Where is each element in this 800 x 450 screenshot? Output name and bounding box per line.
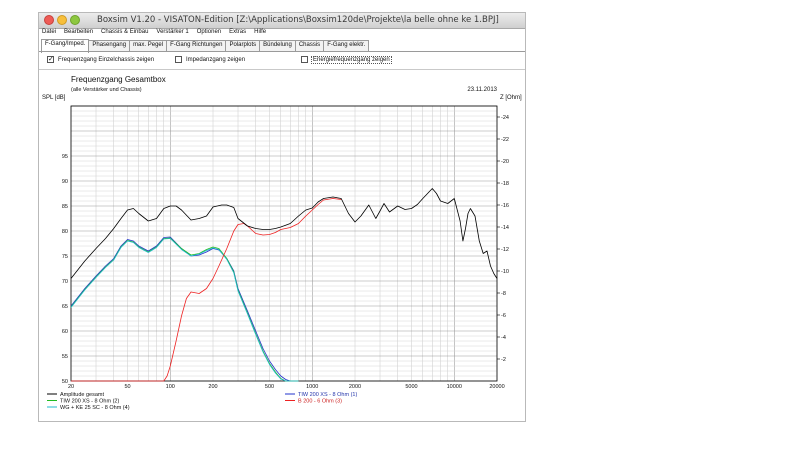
x-tick-label: 20000 [489,384,504,390]
y-tick-label: 50 [62,379,68,385]
y2-tick-label: -22 [501,137,509,143]
options-divider [39,69,525,70]
zoom-window-icon[interactable] [70,15,80,25]
x-tick-label: 200 [208,384,217,390]
chart-date: 23.11.2013 [467,87,497,93]
series-line-4 [71,198,342,382]
y2-tick-label: -10 [501,269,509,275]
y2-axis-label: Z [Ohm] [500,95,522,101]
minimize-window-icon[interactable] [57,15,67,25]
series-line-1 [70,236,299,382]
x-tick-label: 2000 [349,384,361,390]
series-line-3 [70,238,299,382]
y2-tick-label: -20 [501,159,509,165]
y2-tick-label: -12 [501,247,509,253]
tab-chassis[interactable]: Chassis [294,40,325,51]
y-tick-label: 95 [62,154,68,160]
tab-divider [39,51,525,52]
series-line-2 [70,237,299,382]
menu-datei[interactable]: Datei [42,29,57,35]
y-tick-label: 60 [62,329,68,335]
y-tick-label: 80 [62,229,68,235]
title-bar[interactable]: Boxsim V1.20 - VISATON-Edition [Z:\Appli… [39,13,525,29]
menu-chassis-einbau[interactable]: Chassis & Einbau [101,29,149,35]
x-tick-label: 5000 [405,384,417,390]
y-tick-label: 90 [62,179,68,185]
checkbox-einzelchassis-label: Frequenzgang Einzelchassis zeigen [58,56,155,63]
tab-fgang-richtungen[interactable]: F-Gang Richtungen [166,40,227,51]
y-tick-label: 65 [62,304,68,310]
tab-bar: F-Gang/Imped. Phasengang max. Pegel F-Ga… [41,39,370,53]
app-window: Boxsim V1.20 - VISATON-Edition [Z:\Appli… [38,12,526,422]
chart-subtitle: (alle Verstärker und Chassis) [71,87,142,93]
y-tick-label: 75 [62,254,68,260]
x-tick-label: 500 [265,384,274,390]
y-tick-label: 55 [62,354,68,360]
tab-fgang-elektr[interactable]: F-Gang elektr. [323,40,370,51]
chart-grid [70,105,498,382]
menu-bearbeiten[interactable]: Bearbeiten [64,29,94,35]
legend-label: TIW 200 XS - 8 Ohm (1) [298,392,357,398]
checkbox-impedanzgang-label: Impedanzgang zeigen [186,56,246,63]
menu-extras[interactable]: Extras [229,29,247,35]
legend-label: Amplitude gesamt [60,392,104,398]
checkbox-impedanzgang[interactable]: Impedanzgang zeigen [175,56,245,63]
y2-tick-label: -6 [501,313,506,319]
window-title: Boxsim V1.20 - VISATON-Edition [Z:\Appli… [97,15,499,25]
options-row: ✓ Frequenzgang Einzelchassis zeigen Impe… [39,55,525,67]
y2-tick-label: -2 [501,357,506,363]
x-tick-label: 20 [68,384,74,390]
menu-optionen[interactable]: Optionen [196,29,222,35]
legend-label: WG + KE 25 SC - 8 Ohm (4) [60,405,130,411]
frequency-response-chart: Frequenzgang Gesamtbox (alle Verstärker … [42,75,522,411]
menu-hilfe[interactable]: Hilfe [254,29,267,35]
tab-fgang-imped[interactable]: F-Gang/Imped. [41,39,90,53]
series-line-0 [70,188,498,279]
checkbox-checked-icon[interactable]: ✓ [47,56,54,63]
menu-verstaerker[interactable]: Verstärker 1 [156,29,189,35]
x-tick-label: 100 [166,384,175,390]
y2-tick-label: -16 [501,203,509,209]
legend-label: B 200 - 6 Ohm (3) [298,399,342,405]
y2-tick-label: -8 [501,291,506,297]
tab-polarplots[interactable]: Polarplots [225,40,261,51]
axis-ticks: 20 50 100 200 500 1000 2000 5000 10000 2000050556… [62,115,509,390]
checkbox-unchecked-icon[interactable] [175,56,182,63]
y2-tick-label: -14 [501,225,509,231]
tab-phasengang[interactable]: Phasengang [88,40,131,51]
x-tick-label: 10000 [447,384,462,390]
y-tick-label: 70 [62,279,68,285]
chart-title: Frequenzgang Gesamtbox [71,75,166,84]
menu-bar: Datei Bearbeiten Chassis & Einbau Verstä… [39,29,525,39]
tab-buendelung[interactable]: Bündelung [259,40,296,51]
y-axis-label: SPL [dB] [42,95,66,101]
checkbox-unchecked-icon[interactable] [301,56,308,63]
checkbox-energiefrequenzgang[interactable]: Energiefrequenzgang zeigen [301,55,392,64]
y2-tick-label: -18 [501,181,509,187]
series-lines [70,188,498,382]
y-tick-label: 85 [62,204,68,210]
tab-max-pegel[interactable]: max. Pegel [129,40,168,51]
legend-label: TIW 200 XS - 8 Ohm (2) [60,399,119,405]
close-window-icon[interactable] [44,15,54,25]
plot-frame [70,105,498,382]
y2-tick-label: -4 [501,335,506,341]
checkbox-energiefrequenzgang-label: Energiefrequenzgang zeigen [311,55,392,64]
checkbox-einzelchassis[interactable]: ✓ Frequenzgang Einzelchassis zeigen [47,56,154,63]
y2-tick-label: -24 [501,115,509,121]
x-tick-label: 1000 [306,384,318,390]
x-tick-label: 50 [124,384,130,390]
